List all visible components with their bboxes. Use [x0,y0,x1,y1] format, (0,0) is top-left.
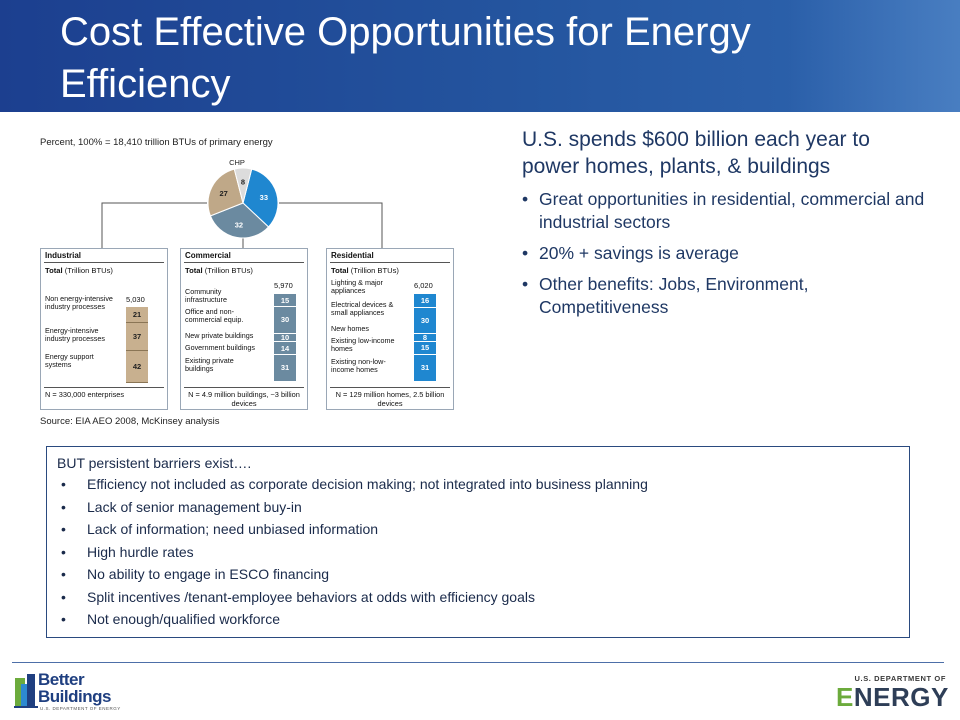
bar-label: Energy support systems [45,352,94,370]
barrier-list: Efficiency not included as corporate dec… [57,473,899,631]
barrier-item: Efficiency not included as corporate dec… [57,473,899,496]
panel-divider [330,262,450,263]
panel-divider [330,387,450,388]
bar-segment: 14 [274,342,296,355]
subtitle-rest: (Trillion BTUs) [62,266,113,275]
energy-figure: Percent, 100% = 18,410 trillion BTUs of … [36,130,486,430]
panel-total: 5,030 [126,295,145,304]
bar-segment: 16 [414,294,436,309]
panel-divider [184,262,304,263]
logo-text: Better [38,670,85,689]
pie-slice-label: 32 [235,220,243,229]
barrier-item: Lack of senior management buy-in [57,496,899,519]
bar-segment: 30 [414,308,436,335]
panel-footnote: N = 4.9 million buildings, ~3 billion de… [188,390,300,408]
panel-title: Residential [331,251,374,260]
subtitle-rest: (Trillion BTUs) [202,266,253,275]
panel-subtitle: Total (Trillion BTUs) [45,266,113,275]
panel-total: 5,970 [274,281,293,290]
slide-title: Cost Effective Opportunities for Energy … [60,10,751,106]
bar-label: Non energy-intensive industry processes [45,294,113,312]
logo-subtext: U.S. DEPARTMENT OF ENERGY [40,706,121,711]
subtitle-bold: Total [45,266,63,275]
bar-label: Government buildings [185,343,255,352]
bar-label: New private buildings [185,331,254,340]
pie-slice-chp [233,167,253,204]
key-points: U.S. spends $600 billion each year to po… [522,126,932,327]
panel-divider [44,262,164,263]
barrier-item: Split incentives /tenant-employee behavi… [57,586,899,609]
logo-text: Buildings [38,687,111,706]
bar-label: New homes [331,324,369,333]
bar-label: Community infrastructure [185,287,227,305]
building-mark-icon [14,674,38,708]
key-point: Great opportunities in residential, comm… [522,188,932,234]
pie-slice-commercial [242,168,279,228]
panel-divider [184,387,304,388]
sector-pie: 33 32 27 8 CHP [207,158,279,239]
better-buildings-logo: Better Buildings U.S. DEPARTMENT OF ENER… [14,670,134,712]
residential-panel: Residential Total (Trillion BTUs) 6,020 … [326,248,454,410]
bar-segment: 10 [274,333,296,343]
pie-slice-label: 27 [219,189,227,198]
bar-segment: 8 [414,333,436,342]
bar-segment: 30 [274,307,296,334]
barrier-item: No ability to engage in ESCO financing [57,563,899,586]
doe-logo: U.S. DEPARTMENT OF ENERGY [836,674,949,714]
footer-divider [12,662,944,663]
key-point: Other benefits: Jobs, Environment, Compe… [522,273,932,319]
figure-caption: Percent, 100% = 18,410 trillion BTUs of … [40,137,273,148]
bar-label: Electrical devices & small appliances [331,300,394,318]
barrier-item: Lack of information; need unbiased infor… [57,518,899,541]
bar-label: Office and non-commercial equip. [185,307,244,325]
banner-accent [790,0,960,112]
bar-segment: 42 [126,351,148,383]
pie-slice-label: 33 [260,193,268,202]
subtitle-rest: (Trillion BTUs) [348,266,399,275]
bar-label: Existing private buildings [185,356,234,374]
panel-footnote: N = 330,000 enterprises [45,390,125,399]
panel-subtitle: Total (Trillion BTUs) [331,266,399,275]
pie-slice-label: 8 [241,177,245,186]
doe-logo-accent: E [836,682,854,712]
bar-label: Lighting & major appliances [331,278,383,296]
commercial-panel: Commercial Total (Trillion BTUs) 5,970 1… [180,248,308,410]
bar-segment: 21 [126,307,148,323]
connector-lines [101,202,383,248]
barrier-item: High hurdle rates [57,541,899,564]
figure-source: Source: EIA AEO 2008, McKinsey analysis [40,416,220,427]
doe-logo-line1: U.S. DEPARTMENT OF [854,674,946,683]
panel-divider [44,387,164,388]
pie-and-connectors: 33 32 27 8 CHP [101,158,383,248]
bar-segment: 15 [414,341,436,355]
pie-callout: CHP [229,158,245,167]
bar-label: Existing non-low-income homes [331,357,386,375]
subtitle-bold: Total [185,266,203,275]
lead-statement: U.S. spends $600 billion each year to po… [522,128,870,178]
panel-subtitle: Total (Trillion BTUs) [185,266,253,275]
barrier-item: Not enough/qualified workforce [57,608,899,631]
subtitle-bold: Total [331,266,349,275]
bar-segment: 37 [126,322,148,352]
industrial-panel: Industrial Total (Trillion BTUs) 5,030 2… [40,248,168,410]
key-point-list: Great opportunities in residential, comm… [522,188,932,319]
pie-slice-residential [209,202,270,239]
doe-logo-wordmark: ENERGY [836,682,949,712]
panel-title: Industrial [45,251,82,260]
pie-slice-industrial [207,168,244,217]
title-banner: Cost Effective Opportunities for Energy … [0,0,960,112]
panel-title: Commercial [185,251,231,260]
barriers-heading: BUT persistent barriers exist…. [57,455,252,471]
bar-label: Existing low-income homes [331,336,395,354]
doe-logo-rest: NERGY [853,682,949,712]
bar-segment: 31 [274,354,296,382]
bar-segment: 31 [414,354,436,382]
barriers-box: BUT persistent barriers exist…. Efficien… [46,446,910,638]
key-point: 20% + savings is average [522,242,932,265]
panel-total: 6,020 [414,281,433,290]
bar-label: Energy-intensive industry processes [45,326,105,344]
bar-segment: 15 [274,294,296,308]
panel-footnote: N = 129 million homes, 2.5 billion devic… [335,390,445,408]
